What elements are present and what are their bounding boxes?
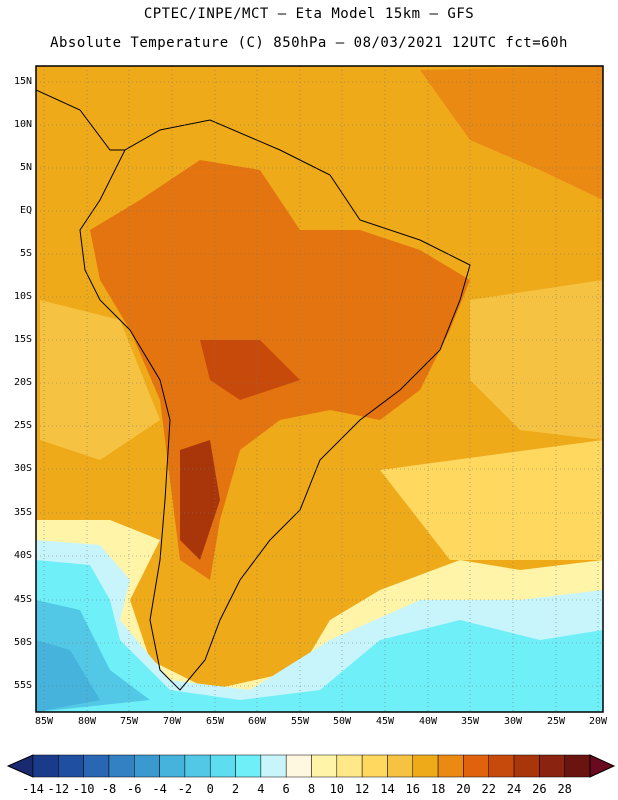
map-frame: [35, 65, 604, 713]
pacific-patch: [40, 300, 160, 460]
colorbar-swatch: [336, 754, 363, 778]
chaco-heat: [200, 340, 300, 400]
colorbar-left-arrow: [6, 754, 34, 778]
colorbar-swatch: [159, 754, 186, 778]
lat-label: 45S: [13, 594, 32, 605]
lon-label: 40W: [418, 716, 438, 727]
colorbar-label: 20: [456, 782, 471, 796]
lon-label: 85W: [34, 716, 54, 727]
lat-label: 35S: [13, 507, 32, 518]
lon-label: 35W: [460, 716, 480, 727]
colorbar-label: -6: [127, 782, 142, 796]
lon-label: 60W: [247, 716, 267, 727]
colorbar-swatch: [437, 754, 464, 778]
colorbar-swatch: [513, 754, 540, 778]
colorbar-label: 26: [532, 782, 547, 796]
lat-label: EQ: [19, 205, 32, 216]
colorbar-swatch: [387, 754, 414, 778]
lat-label: 40S: [13, 550, 32, 561]
lat-label: 20S: [13, 377, 32, 388]
colorbar-swatch: [108, 754, 135, 778]
lat-label: 15S: [13, 334, 32, 345]
colorbar-swatch: [209, 754, 236, 778]
colorbar-label: 28: [557, 782, 572, 796]
lon-label: 55W: [290, 716, 310, 727]
colorbar-swatch: [463, 754, 489, 778]
colorbar-label: -10: [72, 782, 95, 796]
lon-label: 30W: [503, 716, 523, 727]
lon-label: 25W: [546, 716, 566, 727]
colorbar-swatch: [412, 754, 439, 778]
colorbar-label: 12: [354, 782, 370, 796]
lon-label: 20W: [588, 716, 608, 727]
colorbar-label: -4: [152, 782, 167, 796]
colorbar-swatch: [539, 754, 565, 778]
colorbar-label: -12: [47, 782, 70, 796]
lon-label: 70W: [162, 716, 182, 727]
colorbar-label: 16: [405, 782, 420, 796]
warm-patch-central: [470, 280, 603, 440]
colorbar-swatch: [311, 754, 338, 778]
central-america: [36, 89, 125, 151]
colorbar: [6, 754, 616, 778]
colorbar-swatch: [184, 754, 211, 778]
colorbar-swatch: [235, 754, 262, 778]
colorbar-swatch: [564, 754, 591, 778]
coldest-region: [36, 640, 100, 712]
colorbar-swatch: [285, 754, 312, 778]
title-line-2: Absolute Temperature (C) 850hPa – 08/03/…: [50, 35, 568, 51]
lat-label: 5N: [19, 162, 32, 173]
colorbar-swatch: [58, 754, 84, 778]
warm-patch-north: [420, 66, 603, 200]
colorbar-label: 4: [257, 782, 265, 796]
colorbar-swatch: [32, 754, 59, 778]
colorbar-label: -14: [22, 782, 44, 796]
lon-label: 80W: [77, 716, 97, 727]
lon-label: 65W: [205, 716, 225, 727]
mild-patch: [380, 440, 603, 560]
lat-label: 15N: [13, 76, 32, 87]
colorbar-right-arrow: [589, 754, 616, 778]
colorbar-label: 8: [307, 782, 316, 796]
lon-label: 75W: [119, 716, 139, 727]
title-line-1: CPTEC/INPE/MCT – Eta Model 15km – GFS: [143, 6, 475, 22]
colorbar-swatch: [488, 754, 515, 778]
lat-label: 25S: [13, 420, 32, 431]
colorbar-swatch: [260, 754, 287, 778]
lat-label: 50S: [13, 637, 32, 648]
colorbar-swatch: [134, 754, 160, 778]
lat-label: 10N: [13, 119, 32, 130]
colorbar-label: 18: [430, 782, 446, 796]
colorbar-label: 24: [506, 782, 522, 796]
colorbar-label: -8: [101, 782, 117, 796]
lat-label: 5S: [19, 248, 32, 259]
colorbar-label: 2: [231, 782, 240, 796]
lat-label: 10S: [13, 291, 32, 302]
colorbar-label: 22: [481, 782, 496, 796]
lon-label: 45W: [375, 716, 395, 727]
andes-heat: [180, 440, 220, 560]
lon-label: 50W: [332, 716, 352, 727]
colorbar-label: -2: [177, 782, 193, 796]
colorbar-label: 6: [282, 782, 290, 796]
colorbar-label: 0: [206, 782, 214, 796]
cold-region: [36, 560, 603, 712]
lat-label: 30S: [13, 463, 32, 474]
colorbar-swatch: [361, 754, 388, 778]
colorbar-label: 10: [329, 782, 345, 796]
colorbar-label: 14: [380, 782, 395, 796]
colorbar-swatch: [83, 754, 110, 778]
lat-label: 55S: [13, 680, 32, 691]
